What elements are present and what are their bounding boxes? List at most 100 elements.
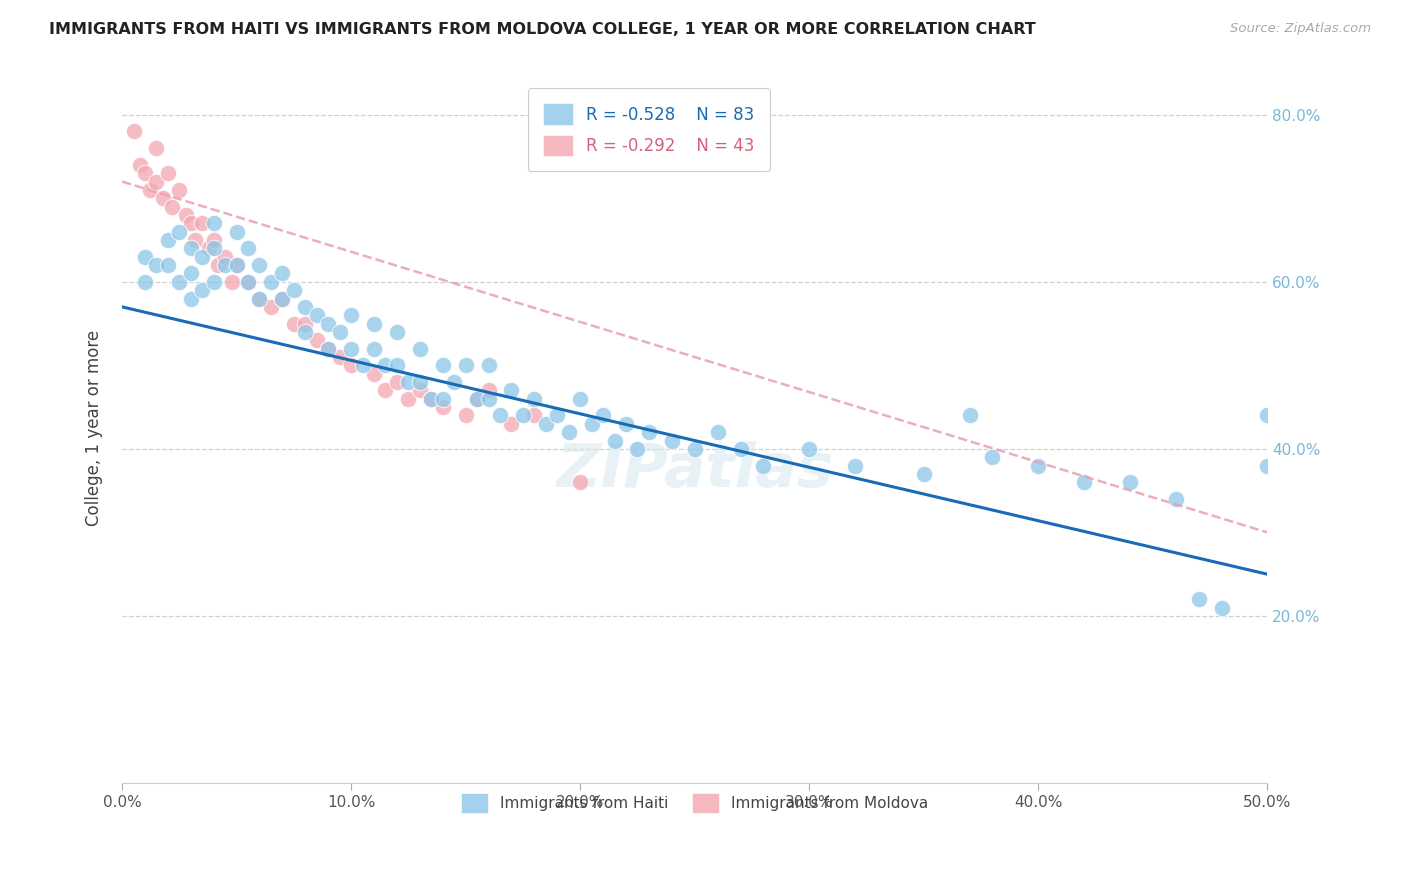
Point xyxy=(169,275,191,289)
Point xyxy=(202,275,225,289)
Point xyxy=(489,409,512,423)
Point xyxy=(294,325,316,339)
Point xyxy=(152,191,174,205)
Point xyxy=(156,233,179,247)
Point xyxy=(409,384,432,398)
Point xyxy=(329,325,352,339)
Point xyxy=(214,250,236,264)
Point xyxy=(180,267,202,281)
Point xyxy=(260,275,283,289)
Point xyxy=(340,308,363,322)
Point xyxy=(432,359,454,373)
Point xyxy=(236,275,259,289)
Point xyxy=(169,183,191,197)
Point xyxy=(156,166,179,180)
Point xyxy=(271,292,294,306)
Point xyxy=(557,425,579,440)
Point xyxy=(959,409,981,423)
Point xyxy=(1211,600,1233,615)
Point xyxy=(236,275,259,289)
Point xyxy=(752,458,775,473)
Point xyxy=(683,442,706,456)
Point xyxy=(501,384,523,398)
Point xyxy=(420,392,443,406)
Point xyxy=(534,417,557,431)
Point xyxy=(305,333,328,347)
Point xyxy=(420,392,443,406)
Y-axis label: College, 1 year or more: College, 1 year or more xyxy=(86,330,103,526)
Point xyxy=(180,216,202,230)
Point xyxy=(225,258,247,272)
Point xyxy=(614,417,637,431)
Point xyxy=(523,409,546,423)
Point xyxy=(396,375,419,389)
Point xyxy=(294,300,316,314)
Point xyxy=(122,124,145,138)
Point xyxy=(638,425,661,440)
Text: Source: ZipAtlas.com: Source: ZipAtlas.com xyxy=(1230,22,1371,36)
Point xyxy=(156,258,179,272)
Point xyxy=(305,308,328,322)
Point xyxy=(260,300,283,314)
Point xyxy=(249,292,271,306)
Point xyxy=(225,258,247,272)
Point xyxy=(363,367,385,381)
Point xyxy=(409,375,432,389)
Point xyxy=(202,241,225,255)
Point xyxy=(706,425,728,440)
Point xyxy=(592,409,614,423)
Text: ZIPatlas: ZIPatlas xyxy=(557,442,834,500)
Point xyxy=(316,342,339,356)
Point xyxy=(374,384,396,398)
Point xyxy=(169,225,191,239)
Legend: Immigrants from Haiti, Immigrants from Moldova: Immigrants from Haiti, Immigrants from M… xyxy=(449,781,941,825)
Point xyxy=(316,342,339,356)
Point xyxy=(207,258,229,272)
Point xyxy=(352,359,374,373)
Point xyxy=(225,225,247,239)
Point xyxy=(129,158,152,172)
Point xyxy=(329,350,352,364)
Point xyxy=(1188,592,1211,607)
Point xyxy=(1256,409,1278,423)
Point xyxy=(501,417,523,431)
Point xyxy=(1256,458,1278,473)
Point xyxy=(316,317,339,331)
Point xyxy=(409,342,432,356)
Point xyxy=(454,359,477,373)
Point xyxy=(249,258,271,272)
Point xyxy=(202,233,225,247)
Point xyxy=(283,283,305,297)
Point xyxy=(569,475,592,490)
Point xyxy=(340,342,363,356)
Point xyxy=(465,392,488,406)
Point xyxy=(180,292,202,306)
Point xyxy=(340,359,363,373)
Point xyxy=(546,409,568,423)
Point xyxy=(443,375,465,389)
Point xyxy=(198,241,221,255)
Point xyxy=(214,258,236,272)
Point xyxy=(138,183,160,197)
Point xyxy=(294,317,316,331)
Point xyxy=(174,208,197,222)
Point xyxy=(844,458,866,473)
Text: IMMIGRANTS FROM HAITI VS IMMIGRANTS FROM MOLDOVA COLLEGE, 1 YEAR OR MORE CORRELA: IMMIGRANTS FROM HAITI VS IMMIGRANTS FROM… xyxy=(49,22,1036,37)
Point xyxy=(1073,475,1095,490)
Point xyxy=(799,442,821,456)
Point xyxy=(477,392,499,406)
Point xyxy=(134,166,156,180)
Point xyxy=(191,216,214,230)
Point xyxy=(184,233,207,247)
Point xyxy=(465,392,488,406)
Point xyxy=(912,467,935,481)
Point xyxy=(191,250,214,264)
Point xyxy=(249,292,271,306)
Point xyxy=(454,409,477,423)
Point xyxy=(162,200,184,214)
Point xyxy=(180,241,202,255)
Point xyxy=(512,409,534,423)
Point xyxy=(363,317,385,331)
Point xyxy=(730,442,752,456)
Point xyxy=(221,275,243,289)
